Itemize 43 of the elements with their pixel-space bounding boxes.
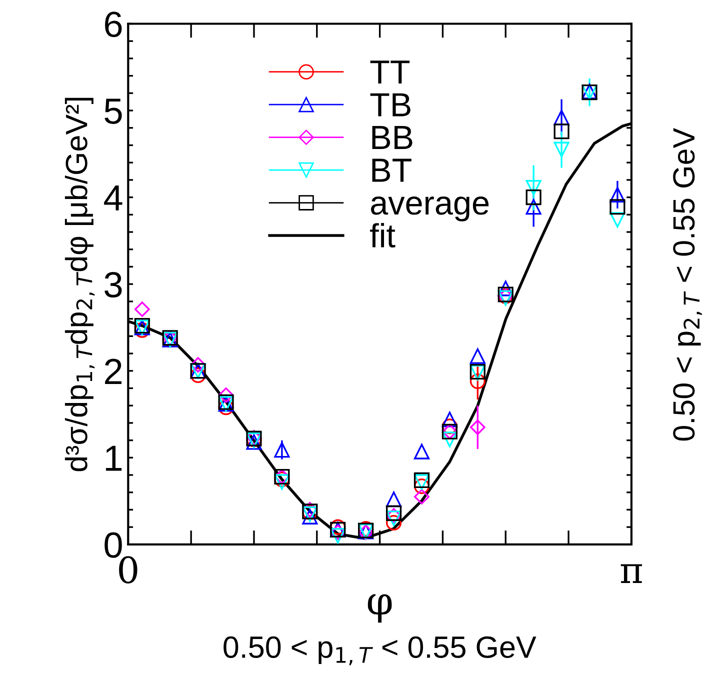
y-tick-label: 4 <box>104 186 122 210</box>
point <box>274 442 290 458</box>
point <box>610 212 626 228</box>
point <box>554 142 570 158</box>
legend-label: BT <box>372 158 412 182</box>
y-axis-title: d³σ/dp$_{1,T}$dp$_{2,T}$dφ [μb/GeV²] <box>64 98 95 472</box>
point <box>470 374 486 390</box>
legend-label: fit <box>370 223 396 248</box>
y-tick-label: 2 <box>105 358 122 384</box>
point <box>330 528 346 544</box>
point <box>134 302 150 317</box>
legend-label: average <box>370 196 489 222</box>
y-tick-label: 0 <box>104 532 122 558</box>
point <box>386 514 402 531</box>
point <box>470 348 486 364</box>
point <box>470 420 486 435</box>
point <box>442 432 458 448</box>
point <box>554 124 570 140</box>
text: 0.50 < p$_{2,T}$ < 0.55 GeV <box>673 128 702 441</box>
y-tick-label: 1 <box>106 446 122 471</box>
point <box>526 180 542 196</box>
y-tick-label: 6 <box>105 12 122 38</box>
point <box>442 418 458 434</box>
legend-label: TB <box>370 93 410 116</box>
point <box>190 357 206 372</box>
point <box>218 387 234 403</box>
point <box>414 488 430 504</box>
point <box>526 199 542 215</box>
point <box>414 478 430 494</box>
point <box>414 444 430 460</box>
text: 0.50 < p$_{1,T}$ < 0.55 GeV <box>224 636 536 666</box>
y-tick-label: 3 <box>104 272 122 298</box>
point <box>610 199 626 215</box>
y-tick-label: 5 <box>104 98 122 124</box>
x-axis-title: φ <box>368 594 392 623</box>
point <box>442 412 458 428</box>
point <box>498 280 514 296</box>
legend-label: BB <box>372 126 412 149</box>
point <box>610 186 626 202</box>
legend-label: TT <box>370 60 410 84</box>
point <box>526 190 542 206</box>
x-tick-label: π <box>620 564 642 583</box>
point <box>386 505 402 521</box>
